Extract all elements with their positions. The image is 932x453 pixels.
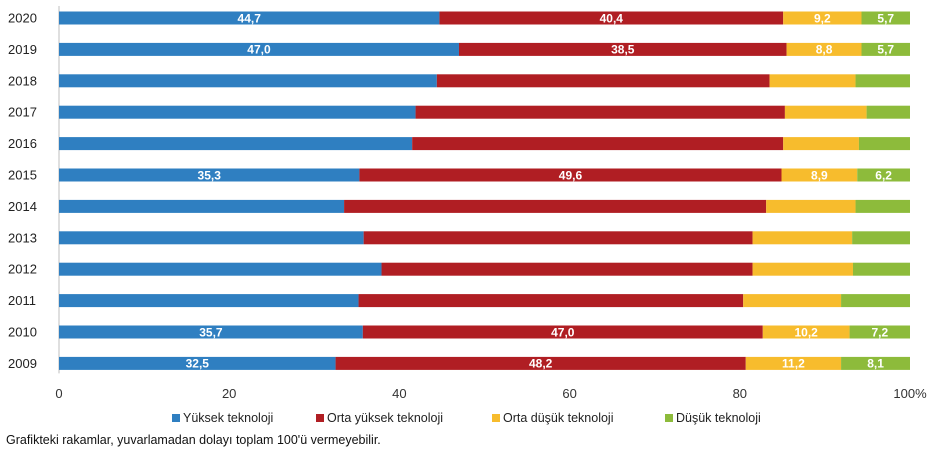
legend-label: Orta yüksek teknoloji: [327, 411, 443, 425]
legend-label: Düşük teknoloji: [676, 411, 761, 425]
stacked-bar-chart: 44,7 40,4 9,2 5,7 47,0 38,5 8,8 5,7 35,3 49,6 8,9 6…: [8, 6, 927, 425]
data-label: 49,6: [559, 168, 583, 182]
bar-segment: [363, 231, 753, 245]
bar-segment: [344, 199, 767, 213]
data-label: 9,2: [814, 11, 831, 25]
data-label: 44,7: [238, 11, 262, 25]
bar-segment: [762, 325, 850, 339]
bar-segment: [855, 199, 910, 213]
data-label: 8,9: [811, 168, 828, 182]
y-tick-label: 2009: [8, 356, 37, 371]
x-tick-label: 0: [55, 386, 62, 401]
y-tick-label: 2011: [8, 293, 36, 308]
y-tick-label: 2020: [8, 11, 37, 26]
bar-segment: [381, 262, 753, 276]
x-tick-label: 100%: [893, 386, 927, 401]
bar-segment: [852, 231, 910, 245]
data-label: 6,2: [875, 168, 892, 182]
x-tick-label: 40: [392, 386, 406, 401]
x-tick-label: 20: [222, 386, 236, 401]
bar-segment: [784, 105, 867, 119]
bar-segment: [59, 137, 413, 151]
bar-segment: [852, 262, 910, 276]
bar-segment: [841, 294, 910, 308]
bar-segment: [861, 42, 910, 56]
x-tick-label: 60: [562, 386, 576, 401]
data-label: 32,5: [186, 357, 210, 371]
y-tick-label: 2015: [8, 168, 37, 183]
legend-label: Yüksek teknoloji: [183, 411, 273, 425]
bar-segment: [59, 262, 382, 276]
legend-label: Orta düşük teknoloji: [503, 411, 613, 425]
bar-segment: [59, 356, 336, 370]
bar-segment: [743, 294, 842, 308]
bar-segment: [359, 168, 782, 182]
bar-segment: [436, 74, 770, 88]
data-label: 5,7: [877, 11, 894, 25]
bar-segment: [786, 42, 862, 56]
data-label: 35,7: [199, 325, 223, 339]
data-label: 8,8: [816, 43, 833, 57]
bar-segment: [858, 137, 910, 151]
bar-segment: [857, 168, 910, 182]
y-tick-label: 2017: [8, 105, 37, 120]
bar-segment: [415, 105, 785, 119]
bar-segment: [783, 11, 862, 25]
bar-segment: [745, 356, 842, 370]
data-label: 5,7: [877, 43, 894, 57]
bar-segment: [412, 137, 784, 151]
bar-segment: [752, 262, 853, 276]
bar-segment: [849, 325, 910, 339]
y-tick-label: 2012: [8, 262, 37, 277]
bar-segment: [358, 294, 744, 308]
data-label: 38,5: [611, 43, 635, 57]
y-tick-label: 2013: [8, 230, 37, 245]
legend-swatch: [492, 414, 500, 422]
data-label: 8,1: [867, 357, 884, 371]
bar-segment: [335, 356, 746, 370]
legend-swatch: [316, 414, 324, 422]
footnote: Grafikteki rakamlar, yuvarlamadan dolayı…: [6, 433, 381, 447]
y-tick-label: 2016: [8, 136, 37, 151]
bar-segment: [59, 325, 363, 339]
bar-segment: [841, 356, 910, 370]
legend-swatch: [172, 414, 180, 422]
bar-segment: [59, 42, 459, 56]
x-tick-label: 80: [733, 386, 747, 401]
data-label: 11,2: [782, 357, 805, 371]
bar-segment: [783, 137, 859, 151]
y-tick-label: 2010: [8, 325, 37, 340]
data-label: 10,2: [794, 325, 818, 339]
bar-segment: [59, 11, 440, 25]
bar-segment: [59, 294, 359, 308]
bar-segment: [781, 168, 858, 182]
data-label: 35,3: [198, 168, 222, 182]
data-label: 47,0: [551, 325, 575, 339]
bar-segment: [59, 168, 360, 182]
bar-segment: [59, 74, 437, 88]
data-label: 7,2: [871, 325, 888, 339]
bar-segment: [458, 42, 787, 56]
bar-segment: [866, 105, 910, 119]
bar-segment: [362, 325, 763, 339]
bar-segment: [855, 74, 910, 88]
y-tick-label: 2018: [8, 73, 37, 88]
bar-segment: [59, 231, 364, 245]
bar-segment: [861, 11, 910, 25]
bar-segment: [59, 199, 345, 213]
y-tick-label: 2019: [8, 42, 37, 57]
bar-segment: [752, 231, 853, 245]
bar-segment: [59, 105, 416, 119]
data-label: 40,4: [600, 11, 624, 25]
bar-segment: [766, 199, 856, 213]
y-tick-label: 2014: [8, 199, 37, 214]
bar-segment: [439, 11, 784, 25]
legend-swatch: [665, 414, 673, 422]
data-label: 47,0: [247, 43, 271, 57]
data-label: 48,2: [529, 357, 553, 371]
bar-segment: [769, 74, 856, 88]
